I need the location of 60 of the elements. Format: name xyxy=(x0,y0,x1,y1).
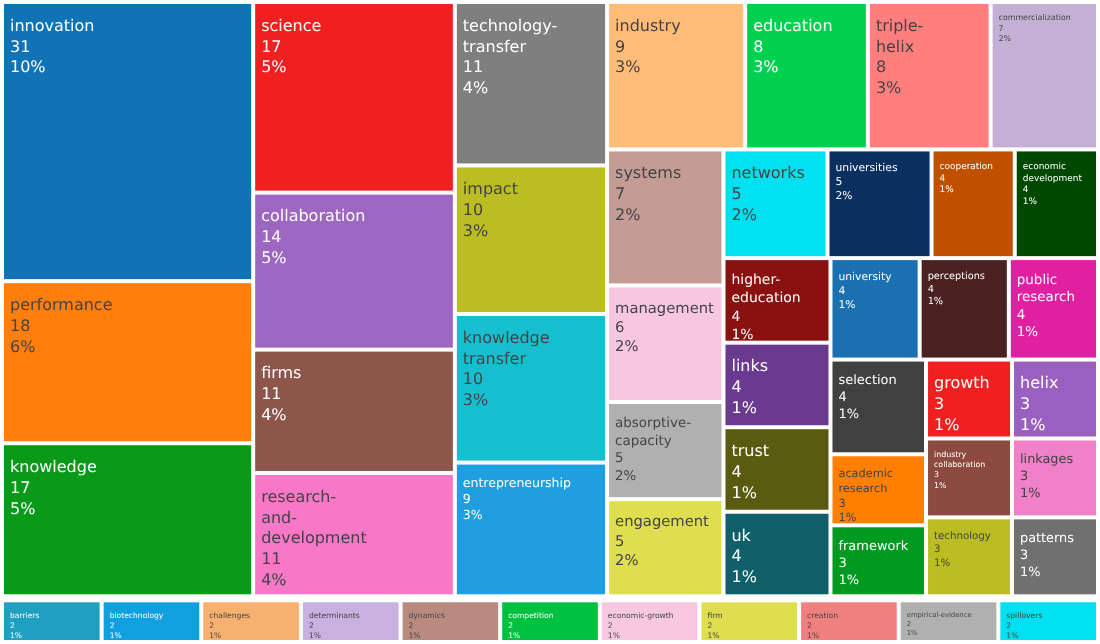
category-label: technology-transfer xyxy=(462,16,558,56)
category-label: uk xyxy=(731,526,752,545)
category-label: research-and-development xyxy=(261,487,367,548)
category-label: education xyxy=(753,16,833,35)
text: 5% xyxy=(261,249,287,268)
category-label: collaboration xyxy=(261,207,366,226)
data-label: 31 xyxy=(10,37,31,56)
data-label: 10 xyxy=(462,370,484,389)
category-label: networks xyxy=(731,164,805,183)
category-label: science xyxy=(261,16,322,35)
text: 3% xyxy=(615,58,641,77)
data-label: 10 xyxy=(462,201,484,220)
data-label: 8 xyxy=(875,58,887,77)
category-label: performance xyxy=(10,295,113,314)
data-label: 4 xyxy=(731,378,742,397)
category-label: triple-helix xyxy=(875,16,924,56)
text: 3% xyxy=(462,391,489,410)
data-label: 18 xyxy=(10,316,31,335)
category-label: helix xyxy=(1020,374,1059,393)
text: 1% xyxy=(731,399,757,418)
text: 1% xyxy=(1020,415,1046,434)
data-label: 4 xyxy=(731,547,742,566)
text: 1% xyxy=(731,483,757,502)
text: 3% xyxy=(875,79,902,98)
text: 1% xyxy=(731,568,757,587)
text: 5% xyxy=(261,58,287,77)
category-label: firms xyxy=(261,364,302,383)
data-label: 3 xyxy=(1020,395,1031,414)
data-label: 17 xyxy=(10,478,31,497)
text: 1% xyxy=(934,415,960,434)
text: 3% xyxy=(462,221,489,240)
data-label: 7 xyxy=(615,185,626,204)
data-label: 11 xyxy=(261,385,282,404)
data-label: 4 xyxy=(731,462,742,481)
text: 10% xyxy=(10,58,46,77)
text: 5% xyxy=(10,499,36,518)
data-label: 8 xyxy=(753,37,764,56)
category-label: innovation xyxy=(10,16,95,35)
category-label: knowledge xyxy=(10,458,97,477)
text: 4% xyxy=(462,79,489,98)
text: 4% xyxy=(261,570,287,589)
text: 4% xyxy=(261,406,287,425)
category-label: links xyxy=(731,357,769,376)
data-label: 11 xyxy=(261,550,282,569)
text: 3% xyxy=(753,58,779,77)
text: 2% xyxy=(731,205,757,224)
category-label: growth xyxy=(934,374,990,393)
category-label: impact xyxy=(462,180,518,199)
data-label: 17 xyxy=(261,37,282,56)
category-label: trust xyxy=(731,442,770,461)
data-label: 11 xyxy=(462,58,484,77)
category-label: industry xyxy=(615,16,682,35)
data-label: 9 xyxy=(615,37,626,56)
data-label: 5 xyxy=(731,185,742,204)
category-label: systems xyxy=(615,164,682,183)
data-label: 14 xyxy=(261,228,282,247)
category-label: knowledge transfer xyxy=(462,328,550,368)
text: 2% xyxy=(615,205,641,224)
data-label: 3 xyxy=(934,395,945,414)
text: 6% xyxy=(10,337,36,356)
